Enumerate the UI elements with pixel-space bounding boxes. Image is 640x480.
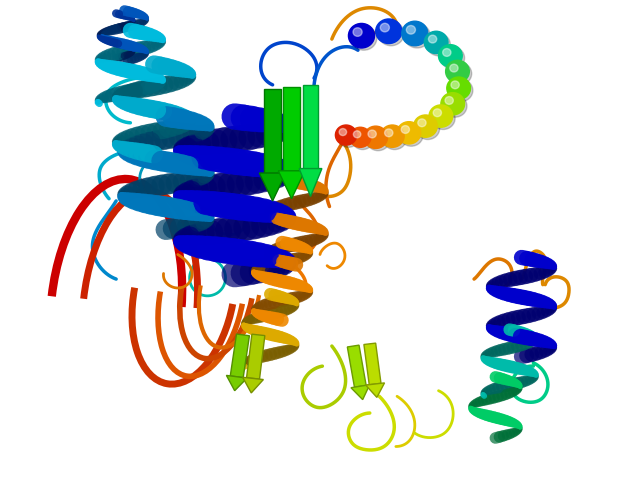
Polygon shape — [303, 85, 317, 168]
Circle shape — [335, 125, 356, 145]
Circle shape — [404, 24, 430, 48]
Circle shape — [353, 28, 362, 36]
Circle shape — [429, 105, 452, 127]
Circle shape — [447, 77, 470, 99]
Circle shape — [368, 130, 376, 138]
Polygon shape — [348, 345, 366, 387]
Circle shape — [353, 131, 361, 138]
Circle shape — [444, 95, 467, 117]
Circle shape — [418, 119, 426, 127]
Polygon shape — [364, 343, 381, 384]
Circle shape — [401, 126, 410, 133]
Polygon shape — [246, 334, 265, 379]
Polygon shape — [264, 89, 281, 173]
Polygon shape — [278, 171, 305, 199]
Circle shape — [406, 25, 415, 34]
Circle shape — [428, 35, 436, 43]
Polygon shape — [284, 87, 300, 171]
Circle shape — [445, 60, 469, 83]
Circle shape — [433, 109, 442, 117]
Circle shape — [427, 34, 451, 56]
Circle shape — [366, 128, 390, 151]
Circle shape — [349, 127, 371, 147]
Circle shape — [397, 121, 420, 144]
Circle shape — [352, 130, 373, 150]
Circle shape — [364, 126, 388, 148]
Circle shape — [449, 79, 473, 102]
Circle shape — [339, 129, 347, 135]
Circle shape — [431, 107, 455, 130]
Circle shape — [385, 129, 393, 137]
Circle shape — [413, 115, 437, 137]
Polygon shape — [259, 173, 286, 201]
Circle shape — [441, 93, 465, 115]
Circle shape — [383, 127, 406, 150]
Circle shape — [380, 23, 389, 32]
Circle shape — [351, 25, 377, 50]
Circle shape — [441, 47, 465, 69]
Circle shape — [448, 62, 472, 85]
Circle shape — [378, 21, 404, 46]
Polygon shape — [365, 383, 385, 397]
Polygon shape — [351, 385, 370, 400]
Circle shape — [399, 124, 423, 146]
Circle shape — [348, 24, 374, 48]
Circle shape — [450, 64, 458, 72]
Circle shape — [443, 48, 451, 56]
Polygon shape — [230, 334, 250, 378]
Circle shape — [402, 21, 428, 46]
Circle shape — [416, 117, 440, 140]
Polygon shape — [299, 168, 322, 196]
Polygon shape — [243, 377, 264, 393]
Circle shape — [424, 31, 448, 54]
Circle shape — [438, 45, 462, 67]
Circle shape — [451, 81, 460, 89]
Circle shape — [376, 19, 402, 44]
Circle shape — [445, 96, 453, 104]
Circle shape — [338, 127, 359, 147]
Circle shape — [380, 125, 404, 147]
Polygon shape — [227, 375, 247, 391]
